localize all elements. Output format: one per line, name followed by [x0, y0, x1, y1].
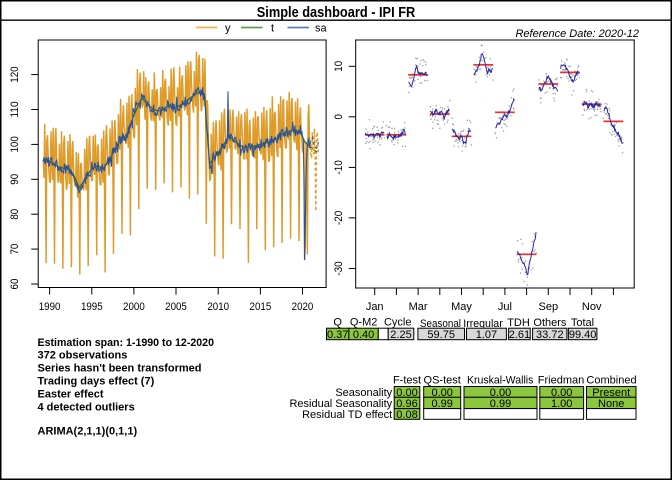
svg-text:0.99: 0.99 [431, 398, 452, 410]
svg-text:ARIMA(2,1,1)(0,1,1): ARIMA(2,1,1)(0,1,1) [38, 426, 138, 438]
svg-text:60: 60 [9, 279, 21, 290]
svg-text:Irregular: Irregular [463, 318, 503, 330]
svg-text:2.61: 2.61 [509, 329, 530, 341]
svg-text:0.00: 0.00 [490, 387, 511, 399]
svg-text:100: 100 [9, 136, 21, 152]
svg-text:None: None [598, 398, 624, 410]
svg-text:70: 70 [9, 244, 21, 255]
svg-text:y: y [225, 22, 231, 34]
svg-text:10: 10 [333, 61, 345, 72]
svg-text:4 detected outliers: 4 detected outliers [38, 401, 135, 413]
svg-text:0.37: 0.37 [327, 329, 348, 341]
svg-text:2000: 2000 [123, 301, 145, 313]
svg-text:Cycle: Cycle [384, 317, 412, 329]
svg-text:2.25: 2.25 [390, 329, 411, 341]
svg-text:2020: 2020 [292, 301, 314, 313]
svg-text:sa: sa [315, 22, 328, 34]
svg-text:0.00: 0.00 [431, 387, 452, 399]
svg-text:-20: -20 [333, 211, 345, 225]
svg-text:90: 90 [9, 174, 21, 185]
svg-text:TDH: TDH [507, 317, 530, 329]
svg-text:Series hasn't been transformed: Series hasn't been transformed [38, 363, 202, 375]
svg-text:Present: Present [592, 387, 630, 399]
svg-text:0.08: 0.08 [396, 409, 417, 421]
svg-text:Nov: Nov [582, 301, 602, 313]
svg-text:Sep: Sep [539, 301, 559, 313]
svg-text:59.75: 59.75 [427, 329, 455, 341]
svg-text:Estimation span: 1-1990 to 12-: Estimation span: 1-1990 to 12-2020 [38, 337, 215, 349]
svg-text:0.00: 0.00 [551, 387, 572, 399]
svg-text:Seasonal: Seasonal [420, 318, 461, 330]
svg-text:1.00: 1.00 [551, 398, 572, 410]
svg-text:2005: 2005 [165, 301, 187, 313]
svg-text:Residual TD effect: Residual TD effect [302, 409, 392, 421]
svg-text:-10: -10 [333, 160, 345, 174]
svg-text:Simple dashboard - IPI FR: Simple dashboard - IPI FR [257, 4, 416, 21]
svg-text:Combined: Combined [586, 375, 636, 387]
svg-text:Jul: Jul [498, 301, 512, 313]
svg-text:QS-test: QS-test [424, 375, 461, 387]
svg-text:0.96: 0.96 [396, 398, 417, 410]
svg-text:110: 110 [9, 101, 21, 117]
svg-text:33.72: 33.72 [536, 329, 564, 341]
svg-text:1995: 1995 [81, 301, 103, 313]
svg-text:May: May [451, 301, 472, 313]
svg-text:Reference Date: 2020-12: Reference Date: 2020-12 [515, 28, 639, 40]
svg-text:Jan: Jan [366, 301, 384, 313]
svg-text:0: 0 [333, 114, 345, 119]
svg-text:Friedman: Friedman [538, 375, 584, 387]
svg-text:0.99: 0.99 [490, 398, 511, 410]
svg-text:99.40: 99.40 [569, 329, 597, 341]
svg-text:2015: 2015 [250, 301, 272, 313]
svg-text:t: t [271, 22, 274, 34]
svg-text:372 observations: 372 observations [38, 350, 128, 362]
svg-text:-30: -30 [333, 261, 345, 275]
svg-text:F-test: F-test [393, 375, 421, 387]
svg-text:120: 120 [9, 66, 21, 82]
svg-text:Others: Others [533, 317, 567, 329]
svg-text:Easter effect: Easter effect [38, 388, 104, 400]
svg-text:Seasonality: Seasonality [335, 387, 392, 399]
svg-text:Kruskal-Wallis: Kruskal-Wallis [467, 375, 534, 387]
svg-text:Mar: Mar [409, 301, 428, 313]
svg-text:Q-M2: Q-M2 [350, 317, 378, 329]
svg-text:Total: Total [571, 317, 594, 329]
svg-text:0.00: 0.00 [396, 387, 417, 399]
svg-text:1.07: 1.07 [476, 329, 497, 341]
svg-text:2010: 2010 [207, 301, 229, 313]
svg-text:0.40: 0.40 [353, 329, 374, 341]
svg-text:Residual Seasonality: Residual Seasonality [289, 398, 392, 410]
svg-text:Trading days effect (7): Trading days effect (7) [38, 376, 155, 388]
svg-text:Q: Q [333, 317, 342, 329]
svg-text:1990: 1990 [39, 301, 61, 313]
svg-text:80: 80 [9, 209, 21, 220]
